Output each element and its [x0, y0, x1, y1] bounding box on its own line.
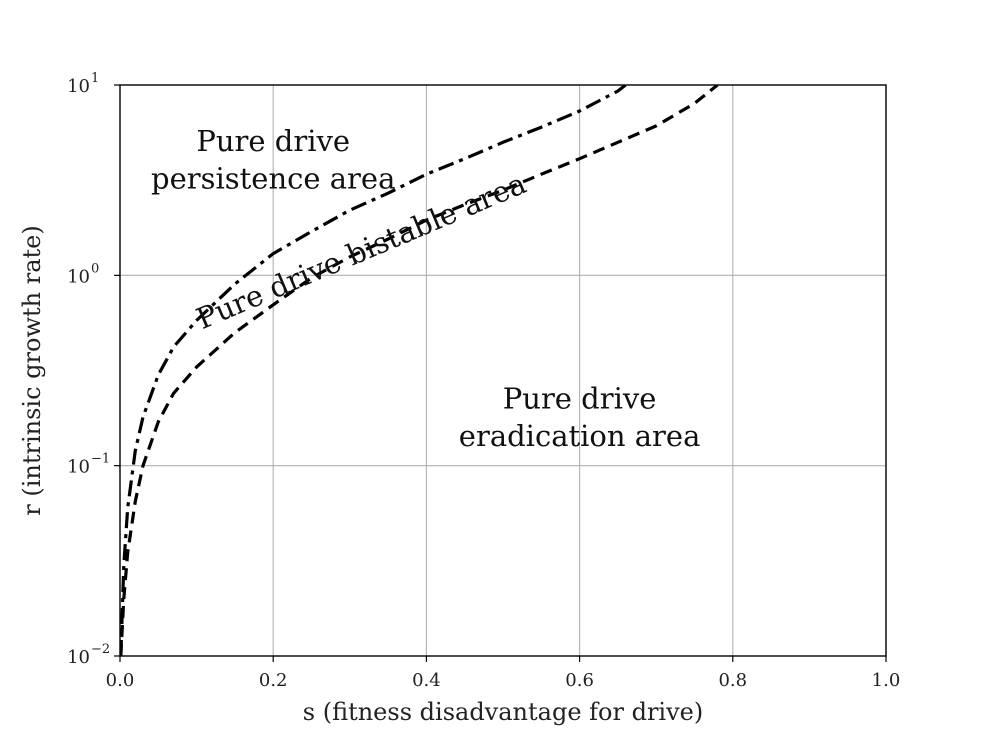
y-tick-label: 10 0 [67, 261, 99, 287]
region-label: Pure drive eradication area [459, 381, 701, 453]
region-label-line: persistence area [151, 162, 395, 196]
plot-frame [119, 84, 887, 657]
y-tick-base: 10 [67, 76, 90, 97]
x-tick-label: 0.6 [565, 670, 594, 691]
x-tick-label: 1.0 [872, 670, 901, 691]
x-tick-label: 0.8 [718, 670, 747, 691]
x-tick-label: 0.2 [259, 670, 288, 691]
series-line-dashdot [120, 85, 627, 656]
y-tick-base: 10 [67, 266, 90, 287]
y-tick-exponent: −1 [91, 452, 110, 467]
region-label-line: Pure drive [196, 124, 350, 158]
y-tick-exponent: 1 [91, 71, 99, 86]
x-tick-label: 0.4 [412, 670, 441, 691]
y-tick-base: 10 [67, 457, 90, 478]
x-axis-ticks: 0.0 0.2 0.4 0.6 0.8 1.0 [106, 656, 901, 691]
region-label-line: eradication area [459, 419, 701, 453]
y-tick-label: 10 −1 [67, 452, 110, 478]
y-tick-exponent: −2 [91, 642, 110, 657]
y-tick-exponent: 0 [91, 261, 99, 276]
y-tick-label: 10 1 [67, 71, 99, 97]
region-label-line: Pure drive [503, 381, 657, 415]
y-tick-label: 10 −2 [67, 642, 110, 668]
region-label: Pure drive persistence area [151, 124, 395, 196]
y-tick-base: 10 [67, 647, 90, 668]
series-group [120, 85, 719, 656]
x-tick-label: 0.0 [106, 670, 135, 691]
series-line-dashed [120, 85, 719, 656]
x-axis-label: s (fitness disadvantage for drive) [303, 698, 703, 726]
y-axis-label: r (intrinsic growth rate) [18, 225, 46, 515]
